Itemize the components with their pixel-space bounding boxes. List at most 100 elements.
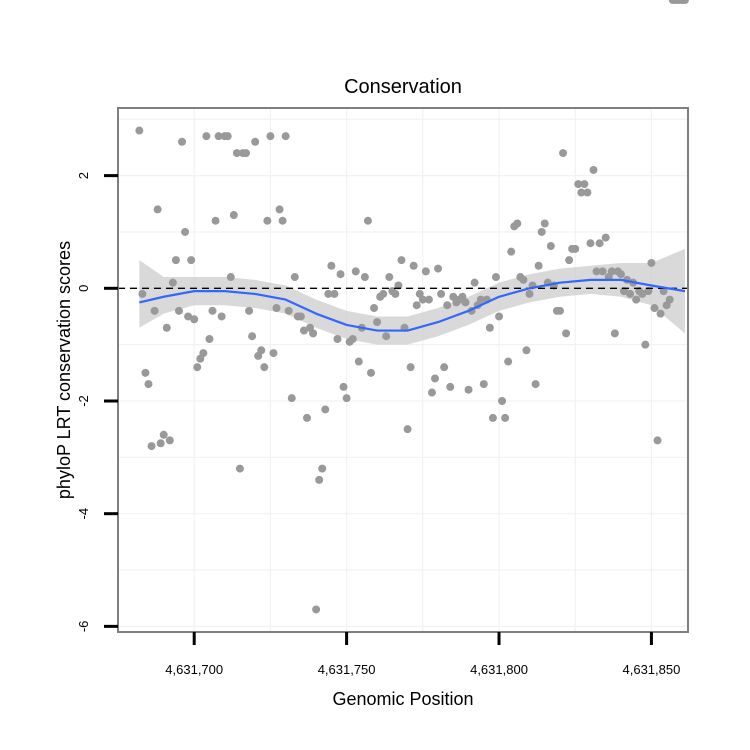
data-point [324, 289, 333, 298]
data-point [504, 357, 513, 366]
data-point [312, 605, 321, 614]
data-point [586, 239, 595, 248]
data-point [507, 247, 516, 256]
x-axis-label: Genomic Position [332, 689, 473, 709]
data-point [546, 242, 555, 251]
data-point [287, 394, 296, 403]
data-point [156, 439, 165, 448]
data-point [644, 287, 653, 296]
data-point [366, 368, 375, 377]
data-point [656, 309, 665, 318]
y-tick-label: -6 [76, 621, 91, 633]
data-point [318, 464, 327, 473]
data-point [315, 475, 324, 484]
data-point [299, 326, 308, 335]
data-point [534, 261, 543, 270]
y-tick-label: 0 [76, 285, 91, 292]
data-point [339, 382, 348, 391]
data-point [519, 275, 528, 284]
data-point [437, 289, 446, 298]
data-point [290, 273, 299, 282]
data-point [409, 261, 418, 270]
x-axis: 4,631,700 4,631,750 4,631,800 4,631,850 [165, 632, 680, 677]
data-point [601, 233, 610, 242]
data-point [321, 405, 330, 414]
data-point [354, 357, 363, 366]
data-point [394, 281, 403, 290]
data-point [574, 180, 583, 189]
data-point [229, 211, 238, 220]
data-point [214, 132, 223, 141]
data-point [638, 289, 647, 298]
data-point [498, 396, 507, 405]
data-point [342, 394, 351, 403]
data-point [559, 149, 568, 158]
data-point [187, 256, 196, 265]
data-point [531, 380, 540, 389]
data-point [147, 442, 156, 451]
data-point [150, 306, 159, 315]
smooth-trend-line [139, 278, 686, 332]
data-point [382, 332, 391, 341]
data-point [647, 258, 656, 267]
data-point [278, 216, 287, 225]
data-point [193, 363, 202, 372]
data-point [595, 239, 604, 248]
data-point [431, 374, 440, 383]
data-point [330, 289, 339, 298]
y-axis-label: phyloP LRT conservation scores [54, 241, 74, 499]
data-point [327, 261, 336, 270]
data-point [199, 349, 208, 358]
data-point [513, 219, 522, 228]
data-point [592, 267, 601, 276]
chart-title: Conservation [344, 76, 462, 98]
data-point [275, 205, 284, 214]
data-point [138, 289, 147, 298]
data-point [495, 312, 504, 321]
data-point [577, 188, 586, 197]
data-point [162, 323, 171, 332]
data-point [281, 132, 290, 141]
data-point [272, 304, 281, 313]
data-point [269, 349, 278, 358]
data-point [333, 335, 342, 344]
data-point [135, 126, 144, 135]
data-point [616, 270, 625, 279]
panel-border [117, 107, 689, 633]
data-point [159, 430, 168, 439]
data-point [434, 264, 443, 273]
data-point [424, 295, 433, 304]
data-point [205, 335, 214, 344]
confidence-band [139, 248, 685, 345]
x-tick-label: 4,631,750 [318, 662, 376, 677]
data-point [144, 380, 153, 389]
data-point [190, 315, 199, 324]
x-tick-label: 4,631,850 [623, 662, 681, 677]
data-point [153, 205, 162, 214]
x-tick-label: 4,631,800 [470, 662, 528, 677]
data-point [202, 132, 211, 141]
data-point [421, 267, 430, 276]
data-point [226, 273, 235, 282]
data-point [580, 180, 589, 189]
data-point [485, 323, 494, 332]
data-point [641, 340, 650, 349]
data-point [653, 436, 662, 445]
data-point [607, 267, 616, 276]
data-point [583, 188, 592, 197]
data-point [174, 306, 183, 315]
data-point [659, 287, 668, 296]
data-point [397, 256, 406, 265]
data-point [363, 216, 372, 225]
data-point [525, 289, 534, 298]
data-point [470, 278, 479, 287]
data-point [232, 149, 241, 158]
data-point [336, 270, 345, 279]
data-points [135, 0, 689, 614]
y-tick-label: 2 [76, 172, 91, 179]
data-point [348, 335, 357, 344]
data-point [168, 278, 177, 287]
data-point [296, 312, 305, 321]
data-point [589, 165, 598, 174]
